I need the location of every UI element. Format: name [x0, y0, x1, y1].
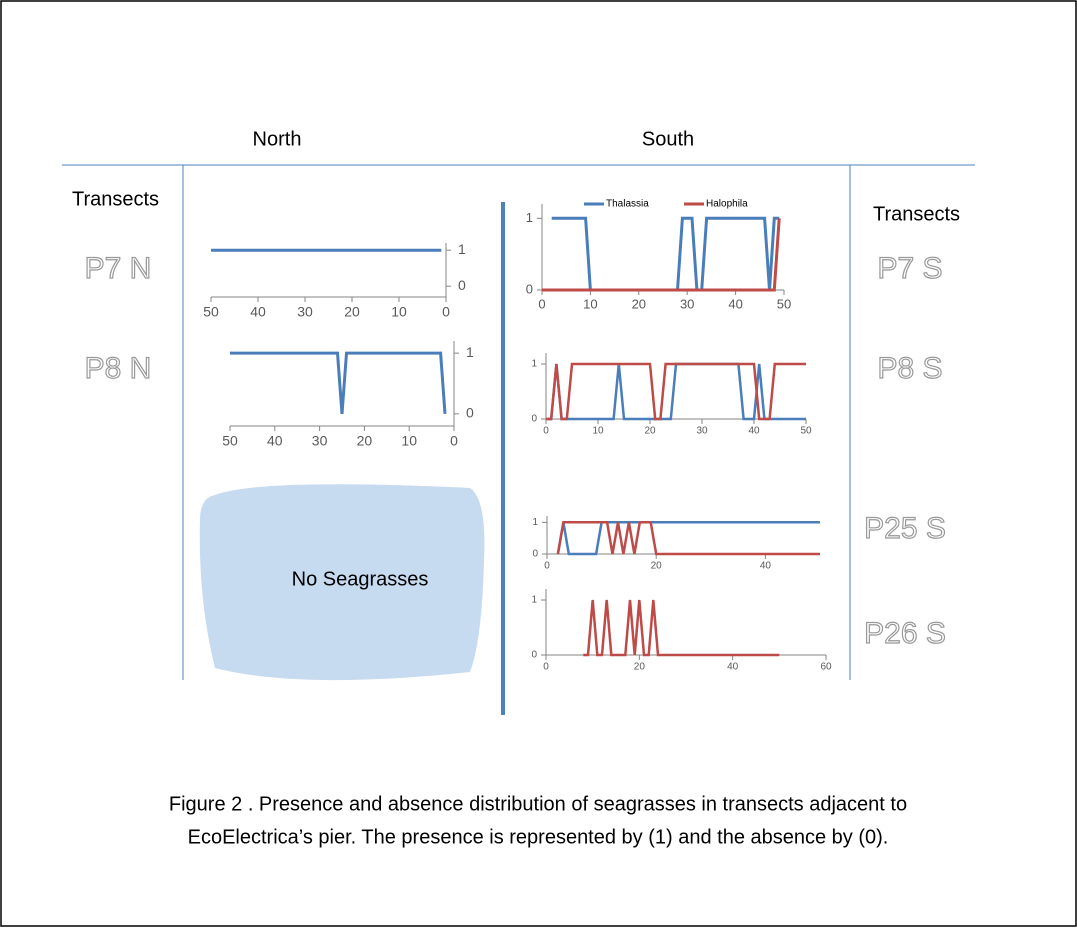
- x-tick-label: 50: [222, 433, 238, 449]
- south-header: South: [642, 128, 694, 150]
- x-tick-label: 40: [727, 662, 739, 673]
- series-line: [542, 218, 781, 292]
- row-label: P8 S: [877, 352, 942, 385]
- legend-label: Thalassia: [606, 199, 649, 210]
- y-tick-label: 0: [466, 405, 474, 421]
- x-tick-label: 10: [583, 296, 597, 311]
- x-tick-label: 0: [538, 296, 545, 311]
- x-tick-label: 40: [728, 296, 742, 311]
- x-tick-label: 0: [543, 662, 549, 673]
- row-label: P25 S: [864, 512, 946, 545]
- x-tick-label: 10: [401, 433, 417, 449]
- series-line: [583, 599, 780, 657]
- caption: EcoElectrica’s pier. The presence is rep…: [188, 826, 889, 848]
- x-tick-label: 20: [357, 433, 373, 449]
- y-tick-label: 1: [466, 344, 474, 360]
- x-tick-label: 20: [634, 662, 646, 673]
- y-tick-label: 1: [458, 241, 466, 257]
- x-tick-label: 20: [632, 296, 646, 311]
- x-tick-label: 60: [820, 662, 832, 673]
- x-tick-label: 40: [748, 426, 760, 437]
- series-line: [556, 521, 820, 556]
- x-tick-label: 10: [391, 304, 407, 320]
- x-tick-label: 50: [800, 426, 812, 437]
- x-tick-label: 40: [760, 561, 772, 572]
- row-label: P8 N: [85, 352, 152, 385]
- row-label: P7 N: [85, 252, 152, 285]
- legend-label: Halophila: [706, 199, 748, 210]
- no-data-label: No Seagrasses: [292, 568, 429, 590]
- y-tick-label: 1: [531, 359, 537, 370]
- x-tick-label: 30: [680, 296, 694, 311]
- y-tick-label: 0: [526, 281, 533, 296]
- x-tick-label: 40: [267, 433, 283, 449]
- y-tick-label: 0: [458, 277, 466, 293]
- y-tick-label: 0: [531, 650, 537, 661]
- x-tick-label: 20: [644, 426, 656, 437]
- x-tick-label: 30: [297, 304, 313, 320]
- y-tick-label: 1: [526, 210, 533, 225]
- x-tick-label: 40: [250, 304, 266, 320]
- y-tick-label: 1: [532, 517, 538, 528]
- x-tick-label: 30: [312, 433, 328, 449]
- no-data-area: [199, 484, 485, 681]
- x-tick-label: 0: [442, 304, 450, 320]
- transects-label: Transects: [72, 188, 159, 210]
- x-tick-label: 0: [544, 561, 550, 572]
- y-tick-label: 0: [531, 414, 537, 425]
- x-tick-label: 30: [696, 426, 708, 437]
- x-tick-label: 20: [344, 304, 360, 320]
- x-tick-label: 50: [777, 296, 791, 311]
- x-tick-label: 0: [450, 433, 458, 449]
- y-tick-label: 0: [532, 549, 538, 560]
- series-line: [546, 362, 806, 421]
- row-label: P7 S: [877, 252, 942, 285]
- caption: Figure 2 . Presence and absence distribu…: [169, 793, 907, 815]
- row-label: P26 S: [864, 617, 946, 650]
- x-tick-label: 10: [592, 426, 604, 437]
- y-tick-label: 1: [531, 595, 537, 606]
- north-header: North: [253, 128, 302, 150]
- x-tick-label: 0: [543, 426, 549, 437]
- transects-label: Transects: [873, 203, 960, 225]
- series-line: [230, 351, 447, 415]
- x-tick-label: 50: [203, 304, 219, 320]
- x-tick-label: 20: [651, 561, 663, 572]
